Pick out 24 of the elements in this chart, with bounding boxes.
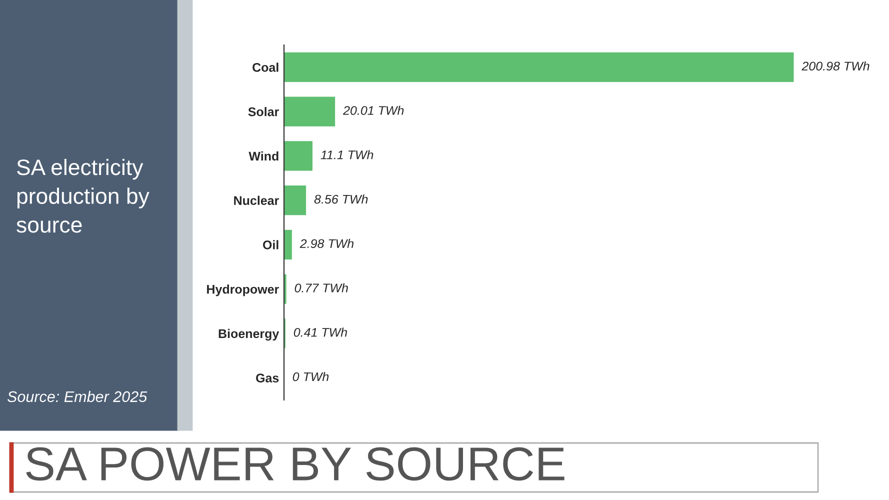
bar <box>284 96 336 126</box>
data-label: 8.56 TWh <box>314 194 368 204</box>
y-tick-label: Nuclear <box>234 196 279 205</box>
data-label: 2.98 TWh <box>300 238 354 248</box>
data-label: 11.1 TWh <box>320 150 374 160</box>
y-tick-label: Gas <box>256 374 279 382</box>
bar <box>284 141 312 171</box>
y-tick-label: Wind <box>248 151 278 161</box>
data-label: 20.01 TWh <box>342 106 404 115</box>
data-label: 0.41 TWh <box>294 328 347 337</box>
bar <box>284 52 794 82</box>
text: SA electricity production by source <box>16 158 150 233</box>
y-tick-label: Oil <box>262 240 278 250</box>
data-label: 0.77 TWh <box>294 283 348 292</box>
y-tick-label: Solar <box>248 107 279 116</box>
source-note: Source: Ember 2025 <box>7 390 148 402</box>
bar <box>284 186 306 216</box>
y-tick-label: Hydropower <box>207 284 279 296</box>
data-label: 0 TWh <box>292 372 329 382</box>
y-tick-label: Coal <box>252 62 278 72</box>
y-tick-label: Bioenergy <box>218 328 280 341</box>
data-label: 200.98 TWh <box>802 61 870 71</box>
bar <box>284 230 292 260</box>
text: SA POWER BY SOURCE <box>26 447 564 481</box>
